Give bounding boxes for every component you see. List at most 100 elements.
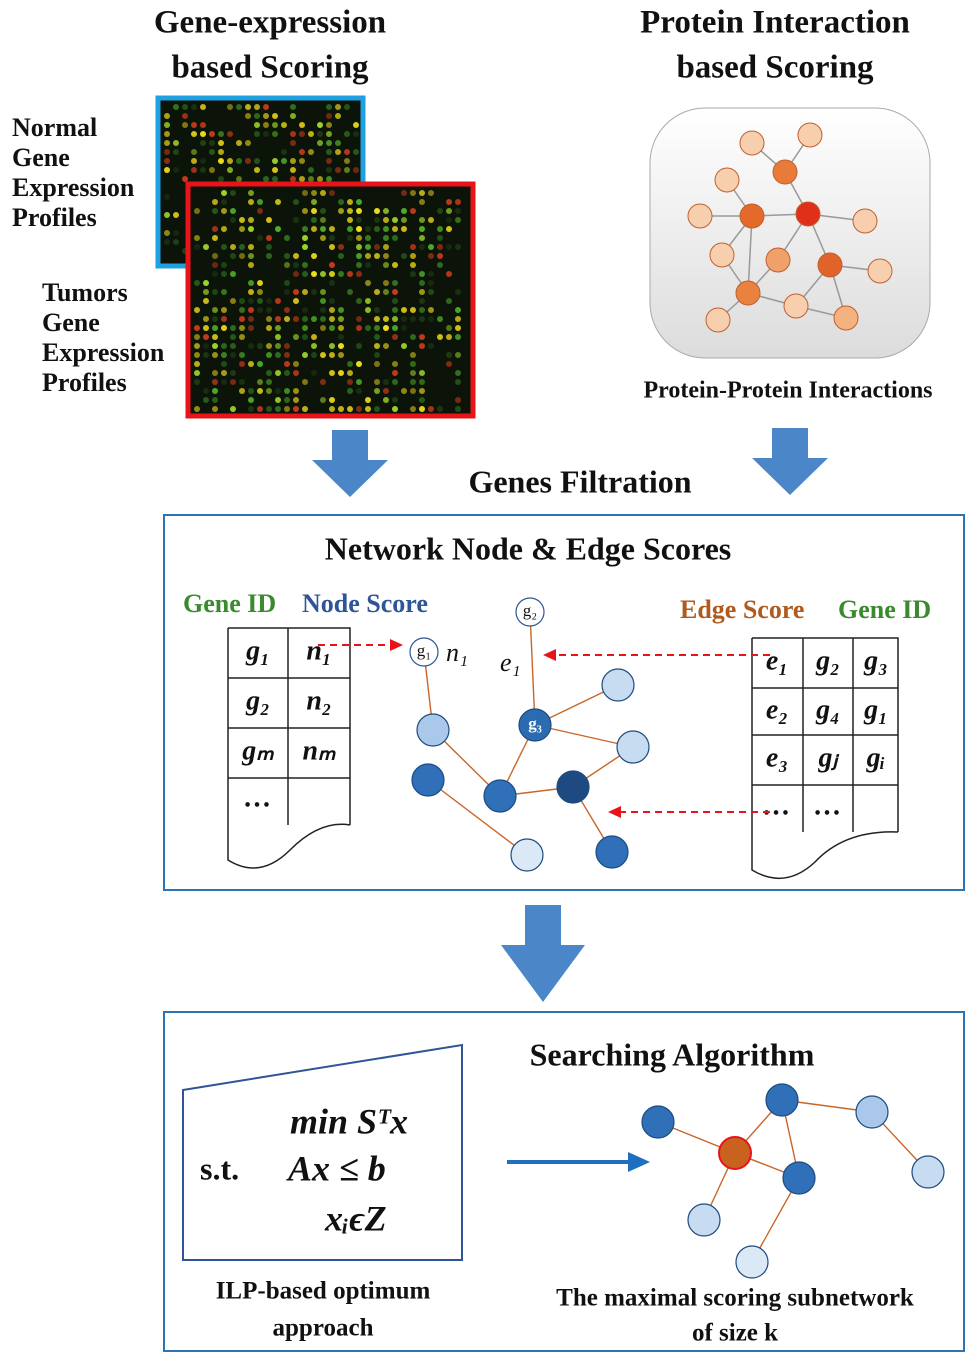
spot [254, 113, 260, 119]
spot [410, 190, 416, 196]
table-cell: g₄ [815, 694, 840, 725]
spot [311, 343, 317, 349]
spot [365, 226, 371, 232]
spot [410, 370, 416, 376]
spot [212, 235, 218, 241]
table-cell: nₘ [302, 735, 336, 766]
spot [230, 217, 236, 223]
spot [365, 244, 371, 250]
spot [374, 406, 380, 412]
gene-node [735, 1245, 769, 1279]
spot [248, 388, 254, 394]
spot [257, 406, 263, 412]
spot [293, 217, 299, 223]
spot [446, 271, 452, 277]
spot [173, 104, 179, 110]
spot [311, 334, 317, 340]
spot [227, 104, 233, 110]
spot [419, 244, 425, 250]
spot [419, 217, 425, 223]
gene-node [515, 597, 545, 627]
spot [338, 370, 344, 376]
spot [392, 379, 398, 385]
spot [245, 104, 251, 110]
table-cell: gⱼ [818, 742, 840, 773]
spot [248, 289, 254, 295]
spot [329, 397, 335, 403]
spot [191, 149, 197, 155]
spot [392, 262, 398, 268]
spot [203, 289, 209, 295]
spot [392, 226, 398, 232]
spot [293, 334, 299, 340]
spot [266, 298, 272, 304]
title: based Scoring [171, 50, 369, 86]
spot [311, 217, 317, 223]
spot [209, 140, 215, 146]
spot [392, 406, 398, 412]
spot [221, 352, 227, 358]
spot [284, 262, 290, 268]
protein [687, 203, 713, 229]
spot [218, 149, 224, 155]
spot [374, 244, 380, 250]
spot [419, 298, 425, 304]
spot [290, 158, 296, 164]
spot [353, 131, 359, 137]
spot [239, 298, 245, 304]
spot [401, 226, 407, 232]
spot [194, 235, 200, 241]
gene-node [510, 838, 544, 872]
protein [833, 305, 859, 331]
spot [365, 325, 371, 331]
spot [356, 262, 362, 268]
header: Edge Score [680, 595, 804, 624]
spot [239, 244, 245, 250]
spot [419, 199, 425, 205]
spot [419, 190, 425, 196]
spot [263, 131, 269, 137]
spot [302, 334, 308, 340]
spot [293, 397, 299, 403]
spot [446, 352, 452, 358]
formula-box [182, 1043, 463, 1261]
spot [311, 208, 317, 214]
spot [293, 289, 299, 295]
spot [302, 271, 308, 277]
spot [194, 361, 200, 367]
spot [212, 307, 218, 313]
spot [290, 113, 296, 119]
spot [428, 343, 434, 349]
spot [299, 158, 305, 164]
gene-node [911, 1155, 945, 1189]
spot [275, 388, 281, 394]
spot [392, 235, 398, 241]
spot [302, 406, 308, 412]
spot [428, 307, 434, 313]
spot [221, 325, 227, 331]
spot [212, 289, 218, 295]
spot [272, 158, 278, 164]
spot [356, 325, 362, 331]
spot [311, 370, 317, 376]
spot [356, 235, 362, 241]
spot [392, 370, 398, 376]
spot [191, 104, 197, 110]
score-label: n₁ [446, 638, 468, 667]
spot [293, 298, 299, 304]
spot [419, 406, 425, 412]
spot [437, 226, 443, 232]
spot [410, 406, 416, 412]
spot [356, 406, 362, 412]
spot [284, 289, 290, 295]
spot [326, 122, 332, 128]
spot [248, 226, 254, 232]
spot [230, 253, 236, 259]
box-title: Searching Algorithm [530, 1036, 815, 1072]
spot [329, 190, 335, 196]
spot [266, 325, 272, 331]
spot [164, 230, 170, 236]
spot [320, 316, 326, 322]
spot [245, 140, 251, 146]
gene-node [556, 770, 590, 804]
